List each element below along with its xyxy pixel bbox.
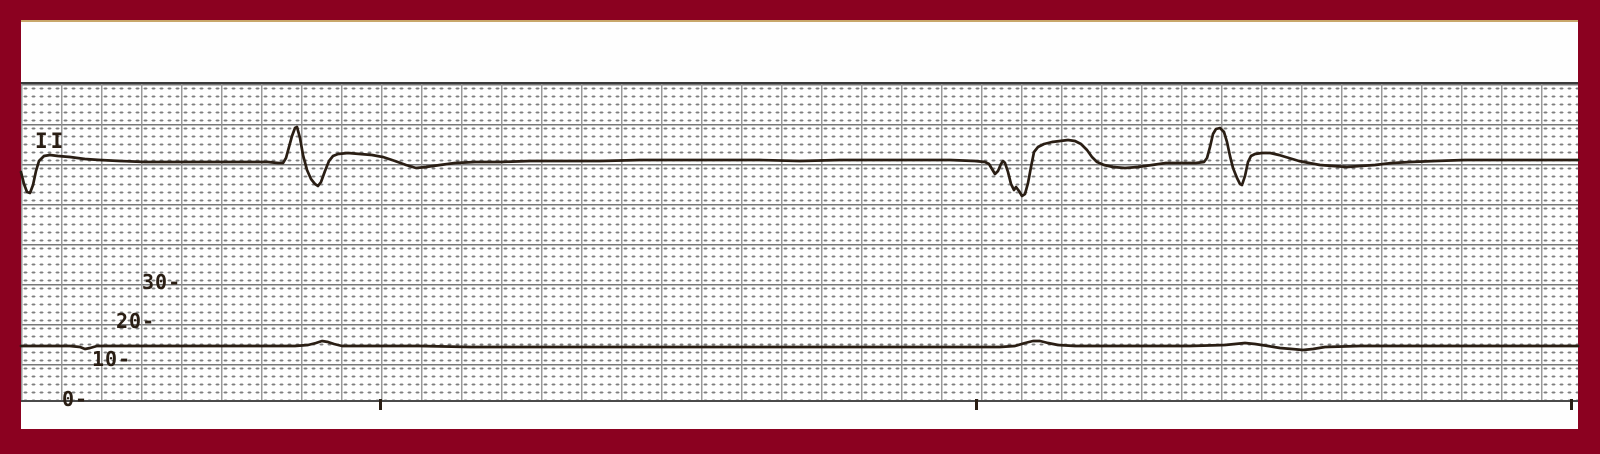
timing-tick	[379, 399, 382, 410]
scale-label-0: 0-	[62, 387, 89, 411]
timing-tick	[1570, 399, 1573, 410]
grid-paper-background	[21, 82, 1578, 402]
scale-label-20: 20-	[116, 309, 156, 333]
timing-tick	[975, 399, 978, 410]
scale-label-30: 30-	[142, 270, 182, 294]
ecg-paper	[21, 20, 1578, 429]
lead-label: II	[35, 129, 67, 153]
scale-label-10: 10-	[92, 347, 132, 371]
